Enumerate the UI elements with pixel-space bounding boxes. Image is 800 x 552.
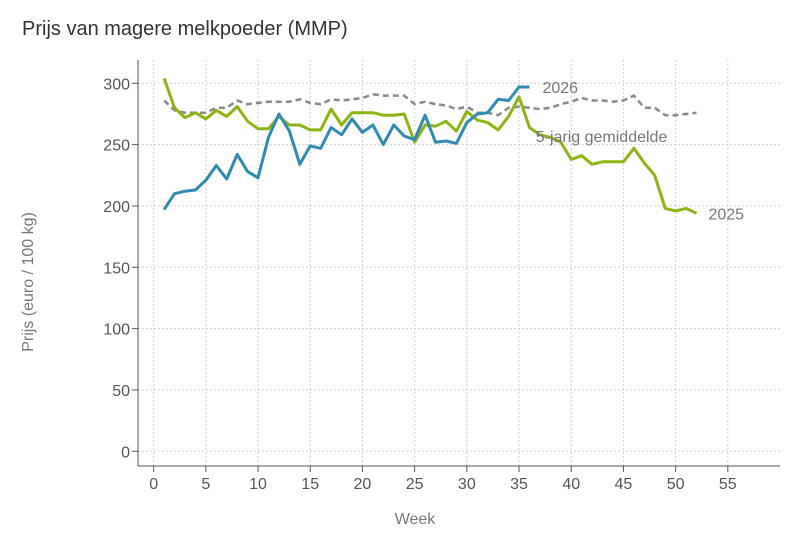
x-tick-label: 10 bbox=[249, 476, 267, 493]
series-line-5-jarig-gemiddelde bbox=[163, 93, 697, 117]
x-tick-label: 30 bbox=[458, 476, 476, 493]
y-tick-label: 300 bbox=[103, 76, 130, 93]
series-line-2026 bbox=[162, 85, 530, 211]
y-axis-label: Prijs (euro / 100 kg) bbox=[20, 212, 37, 352]
y-tick-label: 0 bbox=[121, 444, 130, 461]
series-layer bbox=[162, 77, 698, 215]
series-label-5-jarig-gemiddelde: 5-jarig gemiddelde bbox=[536, 129, 668, 146]
x-tick-label: 15 bbox=[301, 476, 319, 493]
grid-lines bbox=[138, 60, 780, 466]
x-tick-label: 35 bbox=[510, 476, 528, 493]
y-tick-label: 200 bbox=[103, 199, 130, 216]
series-labels: 2026 2025 5-jarig gemiddelde bbox=[536, 80, 744, 223]
x-tick-label: 40 bbox=[562, 476, 580, 493]
x-tick-label: 50 bbox=[667, 476, 685, 493]
y-tick-label: 250 bbox=[103, 138, 130, 155]
y-tick-label: 50 bbox=[112, 383, 130, 400]
x-tick-label: 20 bbox=[354, 476, 372, 493]
x-axis-label: Week bbox=[395, 511, 437, 528]
x-tick-label: 5 bbox=[201, 476, 210, 493]
x-tick-label: 0 bbox=[149, 476, 158, 493]
x-tick-label: 55 bbox=[719, 476, 737, 493]
y-tick-label: 150 bbox=[103, 260, 130, 277]
x-tick-label: 25 bbox=[406, 476, 424, 493]
chart-title: Prijs van magere melkpoeder (MMP) bbox=[22, 18, 348, 40]
x-tick-label: 45 bbox=[615, 476, 633, 493]
series-label-2025: 2025 bbox=[708, 206, 744, 223]
series-label-2026: 2026 bbox=[542, 80, 578, 97]
y-tick-label: 100 bbox=[103, 322, 130, 339]
